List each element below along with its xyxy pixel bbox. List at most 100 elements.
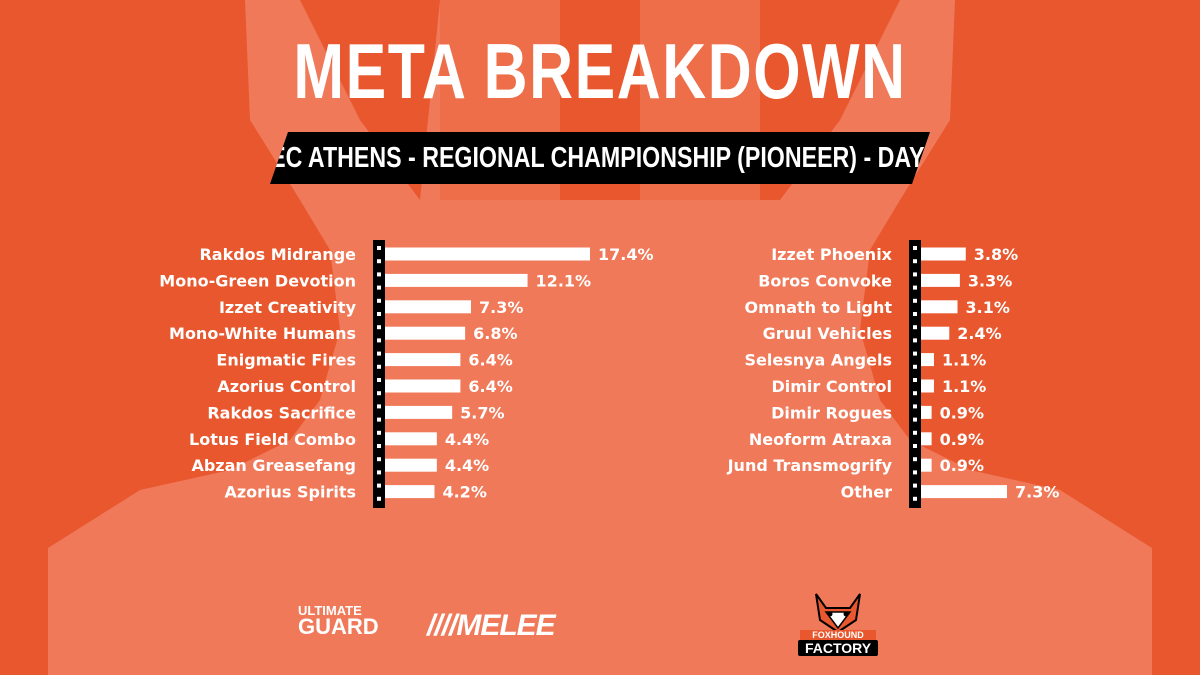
category-label: Omnath to Light: [745, 298, 893, 317]
axis-tick: [377, 483, 381, 488]
bar: [921, 379, 934, 393]
bar: [385, 405, 453, 419]
bar: [385, 326, 466, 340]
category-label: Dimir Rogues: [771, 403, 892, 422]
bar: [921, 326, 950, 340]
axis-tick: [913, 457, 917, 462]
category-label: Izzet Creativity: [219, 298, 357, 317]
axis-tick: [913, 364, 917, 369]
foxhound-factory-logo: FOXHOUND FACTORY: [796, 586, 880, 660]
bar: [385, 353, 461, 367]
bar: [385, 379, 461, 393]
bar: [385, 485, 435, 499]
ultimate-guard-logo-bottom: GUARD: [298, 614, 379, 639]
bar: [921, 353, 934, 367]
axis-tick: [913, 272, 917, 277]
axis-tick: [377, 391, 381, 396]
bar: [385, 273, 528, 287]
axis-tick: [377, 378, 381, 382]
category-label: Izzet Phoenix: [771, 245, 892, 264]
axis-line: [373, 240, 385, 508]
axis-tick: [377, 470, 381, 475]
ultimate-guard-logo-top: ULTIMATE: [298, 603, 362, 618]
axis-tick: [913, 470, 917, 475]
axis-tick: [377, 285, 381, 290]
bar: [921, 273, 960, 287]
bar: [921, 300, 958, 314]
bar: [921, 247, 966, 261]
bar: [385, 458, 437, 472]
category-label: Azorius Control: [217, 377, 356, 396]
data-label: 3.3%: [968, 271, 1012, 290]
axis-tick: [377, 259, 381, 264]
data-label: 3.8%: [974, 245, 1018, 264]
axis-tick: [377, 496, 381, 501]
bar: [921, 405, 932, 419]
category-label: Mono-Green Devotion: [159, 271, 356, 290]
data-label: 1.1%: [942, 377, 986, 396]
axis-tick: [377, 417, 381, 422]
data-label: 6.8%: [473, 324, 517, 343]
axis-tick: [913, 285, 917, 290]
category-label: Neoform Atraxa: [749, 430, 892, 449]
category-label: Abzan Greasefang: [191, 456, 356, 475]
data-label: 3.1%: [966, 298, 1010, 317]
data-label: 0.9%: [940, 430, 984, 449]
page-title: META BREAKDOWN: [293, 27, 907, 115]
axis-tick: [377, 298, 381, 303]
axis-tick: [913, 391, 917, 396]
data-label: 7.3%: [479, 298, 523, 317]
category-label: Enigmatic Fires: [216, 351, 356, 370]
category-label: Dimir Control: [771, 377, 892, 396]
category-label: Azorius Spirits: [224, 483, 356, 502]
axis-tick: [377, 430, 381, 435]
axis-tick: [913, 298, 917, 303]
axis-tick: [913, 246, 917, 250]
melee-logo-text: MELEE: [456, 609, 555, 642]
axis-tick: [913, 430, 917, 435]
axis-tick: [913, 417, 917, 422]
foxhound-logo-top: FOXHOUND: [800, 630, 876, 640]
category-label: Rakdos Sacrifice: [207, 403, 356, 422]
subtitle-banner: LEC ATHENS - REGIONAL CHAMPIONSHIP (PION…: [270, 132, 930, 184]
axis-tick: [377, 338, 381, 343]
axis-tick: [913, 444, 917, 448]
foxhound-logo-bottom: FACTORY: [798, 640, 878, 656]
category-label: Lotus Field Combo: [189, 430, 356, 449]
data-label: 12.1%: [536, 271, 592, 290]
axis-tick: [913, 496, 917, 501]
category-label: Jund Transmogrify: [727, 456, 893, 475]
ultimate-guard-logo: ULTIMATE GUARD: [298, 604, 379, 638]
bar: [921, 458, 932, 472]
axis-tick: [377, 404, 381, 409]
data-label: 6.4%: [468, 351, 512, 370]
subtitle-text: LEC ATHENS - REGIONAL CHAMPIONSHIP (PION…: [256, 141, 944, 174]
category-label: Selesnya Angels: [744, 351, 892, 370]
category-label: Other: [841, 483, 892, 502]
axis-tick: [913, 325, 917, 330]
axis-tick: [377, 457, 381, 462]
axis-line: [909, 240, 921, 508]
melee-slashes-icon: ////: [427, 609, 457, 642]
bar: [385, 247, 590, 261]
data-label: 17.4%: [598, 245, 654, 264]
axis-tick: [377, 312, 381, 316]
data-label: 0.9%: [940, 403, 984, 422]
category-label: Gruul Vehicles: [763, 324, 892, 343]
data-label: 5.7%: [460, 403, 504, 422]
chart-1: Rakdos Midrange 17.4% Mono-Green Devotion 1…: [159, 240, 654, 508]
category-label: Rakdos Midrange: [199, 245, 356, 264]
axis-tick: [377, 272, 381, 277]
data-label: 0.9%: [940, 456, 984, 475]
category-label: Mono-White Humans: [169, 324, 356, 343]
data-label: 6.4%: [468, 377, 512, 396]
category-label: Boros Convoke: [758, 271, 892, 290]
chart-2: Izzet Phoenix 3.8% Boros Convoke 3.3% Omnath…: [727, 240, 1059, 508]
melee-logo: ////MELEE: [427, 609, 556, 643]
data-label: 2.4%: [957, 324, 1001, 343]
axis-tick: [913, 259, 917, 264]
axis-tick: [913, 483, 917, 488]
fox-head-icon: [815, 593, 861, 634]
axis-tick: [913, 312, 917, 316]
